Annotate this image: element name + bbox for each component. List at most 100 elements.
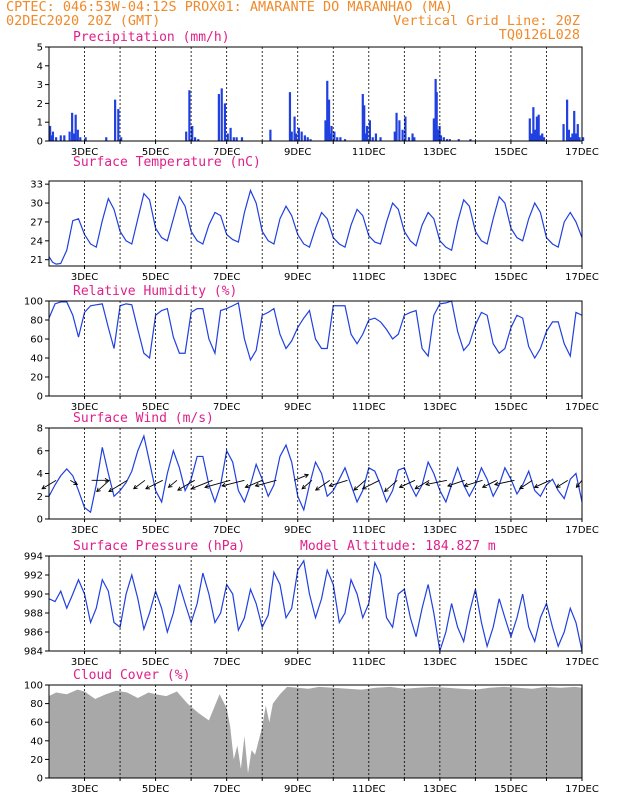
x-tick-label: 17DEC	[565, 402, 599, 413]
wind-vector-head	[361, 485, 367, 490]
precip-bar	[411, 133, 414, 141]
x-tick-label: 15DEC	[494, 402, 528, 413]
wind-vector	[519, 479, 533, 490]
panel-frame	[48, 684, 583, 779]
panel-2: Surface Temperature (nC) 21 24 27 30 33 3DEC 5D…	[30, 155, 599, 283]
precip-bar	[240, 137, 244, 141]
precip-bar	[84, 137, 87, 141]
precip-bar	[49, 125, 52, 141]
precip-bar	[567, 129, 570, 141]
precip-bar	[365, 125, 369, 141]
x-tick-label: 13DEC	[423, 272, 457, 283]
wind-vector	[384, 479, 398, 492]
wind-vector-head	[575, 483, 581, 489]
wind-vector	[221, 479, 245, 487]
y-tick-label: 2	[37, 492, 43, 503]
x-tick-label: 5DEC	[142, 147, 169, 158]
x-tick-label: 9DEC	[284, 402, 311, 413]
x-tick-label: 9DEC	[284, 147, 311, 158]
wind-vector-head	[177, 486, 182, 491]
precip-bar	[220, 88, 223, 141]
wind-vector	[133, 479, 146, 490]
precip-bar	[188, 90, 191, 141]
panel-title: Relative Humidity (%)	[73, 284, 237, 299]
wind-vector	[556, 479, 569, 488]
wind-vector-head	[353, 486, 359, 491]
precip-bar	[469, 139, 472, 141]
x-tick-label: 9DEC	[284, 525, 311, 536]
wind-vector-head	[204, 484, 210, 489]
precip-bar	[343, 139, 347, 141]
precip-bar	[576, 124, 579, 141]
x-tick-label: 3DEC	[71, 525, 98, 536]
precip-bar	[76, 129, 79, 141]
precip-bar	[117, 109, 120, 141]
precip-bar	[294, 133, 298, 141]
panels: Precipitation (mm/h) 0 1 2 3 4 5 3DEC 5DEC 7DEC 9D…	[24, 30, 599, 795]
y-tick-label: 40	[30, 354, 43, 365]
panel-frame	[48, 555, 583, 652]
wind-vector-head	[314, 486, 320, 491]
y-tick-label: 27	[30, 217, 43, 228]
precip-bar	[364, 133, 367, 141]
precip-bar	[445, 139, 449, 141]
precip-bar	[363, 105, 366, 141]
wind-vector	[245, 479, 263, 488]
panel-title: Surface Temperature (nC)	[73, 155, 261, 170]
precip-bar	[226, 133, 229, 141]
precip-bar	[539, 135, 542, 141]
precip-bar	[68, 131, 71, 141]
x-tick-label: 11DEC	[352, 525, 386, 536]
y-tick-label: 0	[37, 137, 43, 148]
wind-vector	[414, 479, 430, 490]
wind-vector	[353, 479, 366, 491]
precip-bar	[306, 137, 309, 141]
precip-bar	[374, 133, 378, 141]
header-grid-note: Vertical Grid Line: 20Z	[393, 13, 580, 29]
x-tick-label: 3DEC	[71, 272, 98, 283]
x-tick-label: 11DEC	[352, 147, 386, 158]
wind-vector-head	[190, 485, 196, 490]
wind-vector-head	[447, 482, 452, 488]
precip-bar	[413, 137, 416, 141]
panel-title: Cloud Cover (%)	[73, 668, 190, 683]
wind-vector	[204, 479, 231, 488]
precip-bar	[297, 127, 300, 141]
precip-bar	[185, 131, 188, 141]
precip-bar	[582, 137, 585, 141]
wind-vector	[168, 479, 178, 488]
y-tick-label: 60	[30, 335, 43, 346]
precip-bar	[439, 135, 443, 141]
precip-bar	[574, 133, 578, 141]
y-tick-label: 984	[24, 647, 43, 658]
y-tick-label: 1	[37, 118, 43, 129]
precip-bar	[542, 137, 546, 141]
precip-bar	[55, 137, 58, 141]
x-tick-label: 7DEC	[213, 272, 240, 283]
x-tick-label: 15DEC	[494, 784, 528, 795]
x-tick-label: 15DEC	[494, 525, 528, 536]
wind-vector	[482, 479, 497, 488]
wind-vector-head	[104, 478, 110, 483]
panel-5: Surface Pressure (hPa) Model Altitude: 18…	[24, 539, 599, 668]
wind-vector	[41, 479, 57, 490]
precip-bar	[326, 80, 329, 141]
x-tick-label: 13DEC	[423, 657, 457, 668]
panel-frame	[48, 300, 583, 397]
x-tick-label: 13DEC	[423, 402, 457, 413]
y-tick-label: 988	[24, 609, 43, 620]
precip-bar	[401, 129, 404, 141]
x-tick-label: 17DEC	[565, 147, 599, 158]
wind-vector	[294, 474, 309, 481]
precip-bar	[120, 137, 123, 141]
precip-bar	[437, 129, 440, 141]
y-tick-label: 24	[30, 236, 43, 247]
x-tick-label: 11DEC	[352, 784, 386, 795]
wind-vector-head	[304, 473, 310, 479]
wind-vector	[96, 479, 110, 492]
x-tick-label: 15DEC	[494, 147, 528, 158]
precip-bar	[74, 114, 77, 141]
precip-bar	[59, 135, 62, 141]
wind-vector	[576, 480, 583, 488]
wind-vector-head	[96, 487, 101, 493]
